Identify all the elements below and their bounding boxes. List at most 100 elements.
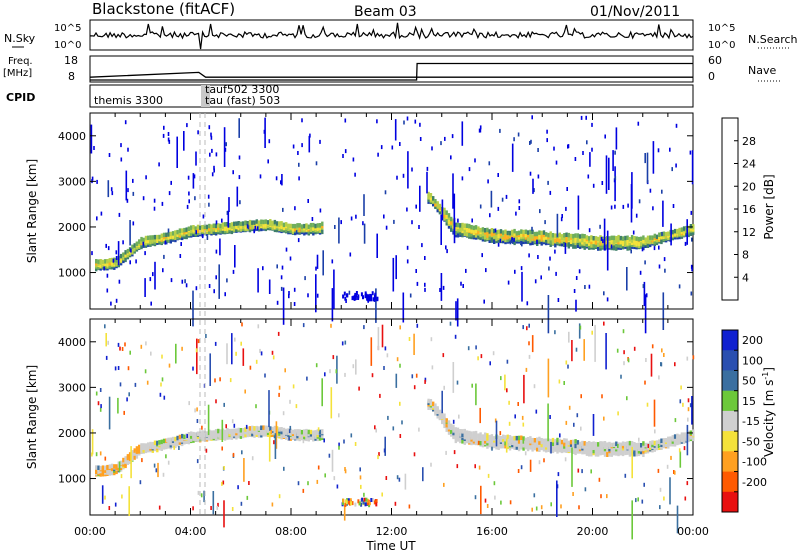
data-cell — [692, 355, 695, 360]
data-cell — [277, 331, 280, 336]
data-cell — [244, 389, 246, 394]
data-cell — [144, 243, 148, 248]
data-cell — [359, 475, 362, 480]
data-cell — [664, 268, 666, 273]
nave-trace — [90, 62, 693, 81]
data-cell — [99, 388, 102, 392]
data-cell — [107, 340, 109, 345]
data-cell — [158, 234, 161, 240]
data-cell — [608, 441, 611, 447]
data-cell — [599, 441, 602, 446]
data-cell — [280, 227, 283, 232]
data-cell — [558, 446, 561, 452]
data-cell — [450, 423, 453, 429]
data-cell — [319, 139, 321, 144]
data-cell — [338, 445, 340, 450]
data-cell — [660, 362, 662, 367]
data-cell — [653, 246, 656, 251]
data-cell — [523, 374, 525, 404]
data-cell — [520, 441, 523, 446]
data-cell — [402, 292, 405, 323]
data-cell — [239, 200, 241, 205]
data-cell — [642, 452, 645, 457]
data-cell — [344, 467, 346, 471]
velocity-data-cells — [91, 321, 695, 540]
data-cell — [563, 438, 566, 443]
freq-label: Freq. — [8, 56, 33, 67]
data-cell — [151, 441, 154, 447]
data-cell — [162, 444, 166, 450]
data-cell — [493, 441, 496, 446]
data-cell — [680, 436, 684, 441]
data-cell — [271, 350, 274, 355]
data-cell — [615, 236, 618, 241]
data-cell — [486, 504, 489, 508]
data-cell — [427, 197, 430, 202]
data-cell — [560, 234, 564, 239]
data-cell — [407, 151, 409, 189]
data-cell — [115, 261, 118, 266]
data-cell — [581, 444, 584, 449]
data-cell — [309, 429, 313, 435]
data-cell — [551, 233, 555, 238]
data-cell — [614, 150, 616, 155]
data-cell — [511, 237, 513, 242]
data-cell — [591, 122, 593, 127]
data-cell — [538, 230, 541, 235]
data-cell — [454, 230, 457, 235]
data-cell — [330, 323, 332, 328]
data-cell — [635, 236, 638, 241]
data-cell — [454, 431, 457, 436]
data-cell — [468, 438, 471, 444]
data-cell — [652, 141, 655, 174]
data-cell — [472, 233, 476, 238]
data-cell — [520, 465, 523, 470]
data-cell — [315, 363, 318, 368]
data-cell — [305, 436, 308, 442]
data-cell — [463, 431, 466, 437]
data-cell — [614, 166, 616, 202]
data-cell — [574, 439, 577, 444]
data-cell — [559, 433, 561, 438]
data-cell — [531, 437, 534, 443]
data-cell — [280, 221, 283, 226]
data-cell — [129, 220, 131, 246]
data-cell — [494, 495, 496, 500]
data-cell — [287, 226, 290, 232]
data-cell — [118, 279, 121, 284]
data-cell — [323, 438, 325, 443]
data-cell — [217, 227, 220, 233]
data-cell — [642, 441, 645, 446]
data-cell — [612, 235, 616, 241]
data-cell — [365, 293, 368, 298]
data-cell — [621, 441, 625, 446]
data-cell — [606, 494, 608, 499]
data-cell — [545, 448, 548, 453]
data-cell — [499, 442, 503, 448]
data-cell — [601, 181, 604, 185]
data-cell — [479, 125, 482, 130]
data-cell — [646, 235, 650, 241]
data-cell — [162, 441, 166, 446]
data-cell — [278, 494, 281, 499]
data-cell — [608, 243, 611, 249]
data-cell — [236, 186, 239, 207]
data-cell — [457, 218, 459, 223]
data-cell — [99, 263, 102, 268]
data-cell — [576, 233, 580, 238]
data-cell — [509, 240, 512, 245]
data-cell — [486, 444, 489, 449]
data-cell — [194, 196, 196, 201]
x-tick-label: 12:00 — [376, 525, 408, 538]
data-cell — [280, 429, 283, 435]
data-cell — [264, 425, 267, 430]
data-cell — [567, 445, 570, 450]
data-cell — [449, 321, 452, 326]
data-cell — [214, 227, 218, 233]
data-cell — [467, 346, 470, 351]
data-cell — [534, 279, 537, 284]
data-cell — [267, 159, 269, 164]
data-cell — [461, 439, 464, 444]
data-cell — [110, 470, 114, 476]
data-cell — [492, 351, 495, 356]
